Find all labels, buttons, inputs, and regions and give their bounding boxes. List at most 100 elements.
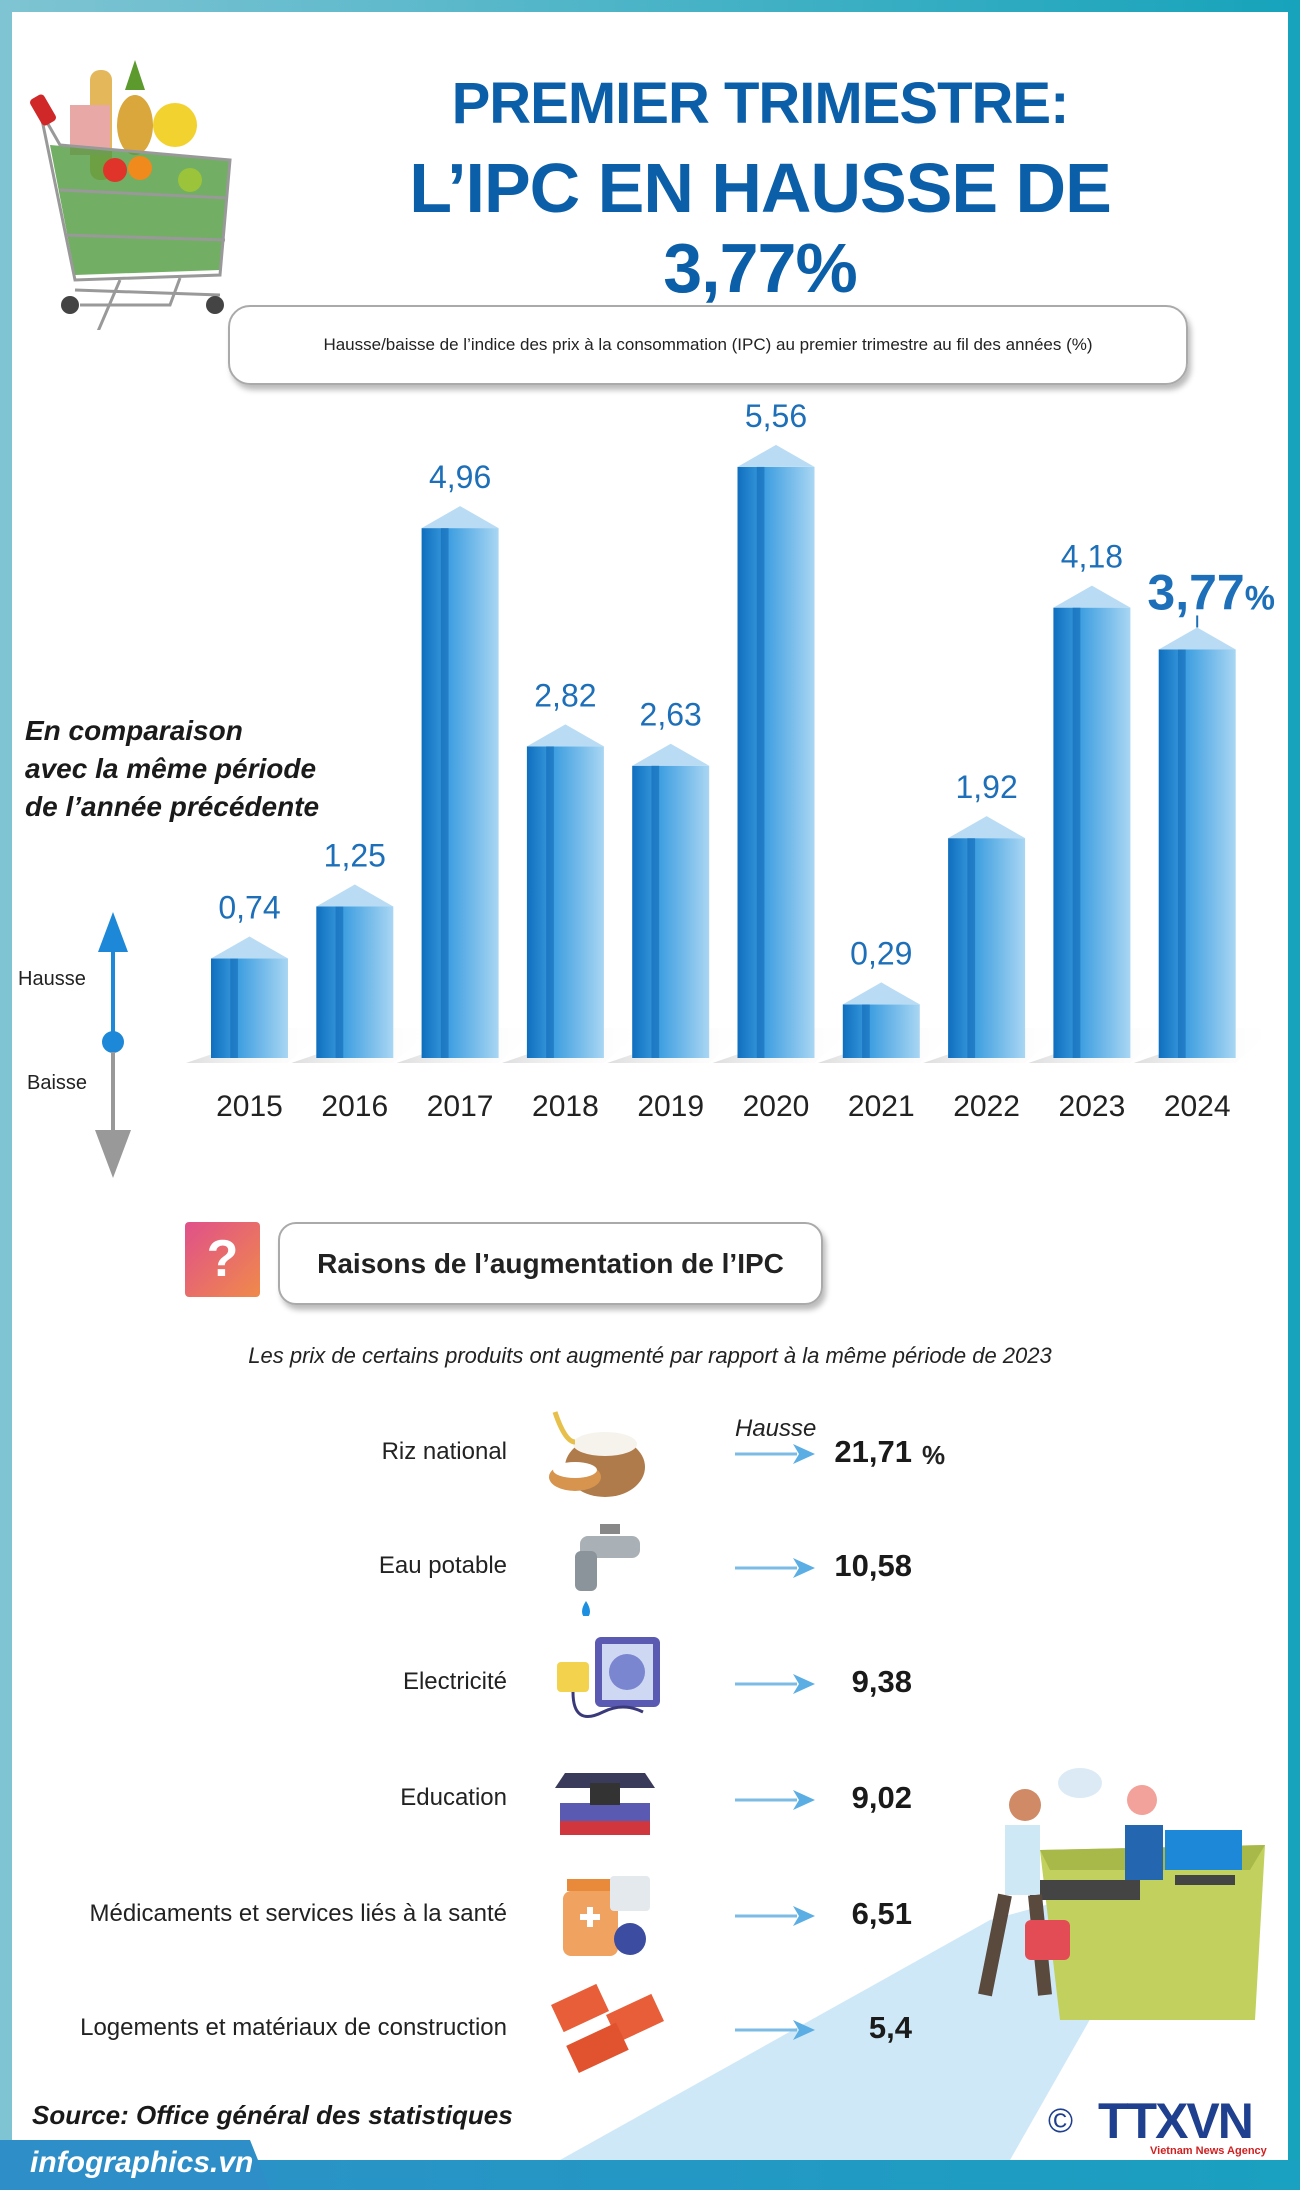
arrow-right-icon: [735, 1444, 815, 1464]
site-link[interactable]: infographics.vn: [0, 2140, 270, 2190]
electric-plug-icon: [557, 1637, 660, 1718]
question-icon: ?: [185, 1222, 260, 1297]
hausse-axis-label: Hausse: [18, 968, 86, 990]
year-tick-label: 2017: [427, 1090, 494, 1123]
bar-top: [737, 444, 815, 467]
reason-value: 6,51: [851, 1896, 912, 1931]
comparison-line-3: de l’année précédente: [25, 791, 320, 822]
bar: [842, 1004, 920, 1058]
comparison-line-1: En comparaison: [25, 715, 243, 746]
reason-label: Riz national: [381, 1438, 507, 1465]
bar-edge: [440, 528, 449, 1058]
reason-value: 5,4: [868, 2010, 912, 2045]
medicine-icon: [563, 1876, 650, 1956]
left-border: [0, 0, 12, 2190]
year-tick-label: 2019: [637, 1090, 704, 1123]
rice-sack-icon: [549, 1411, 645, 1497]
bar: [526, 746, 604, 1058]
bar-value-label: 1,25: [324, 838, 386, 874]
bar-edge: [967, 838, 976, 1058]
bar: [316, 906, 394, 1058]
reason-row: Education 9,02: [0, 1748, 1300, 1848]
reason-label: Logements et matériaux de construction: [80, 2014, 507, 2041]
ttxvn-logo-subtitle: Vietnam News Agency: [1150, 2145, 1267, 2157]
bar-edge: [1072, 607, 1081, 1058]
comparison-note: En comparaison avec la même période de l…: [25, 712, 319, 826]
reason-row: Eau potable 10,58: [0, 1516, 1300, 1616]
year-tick-label: 2024: [1164, 1090, 1231, 1123]
year-tick-label: 2016: [321, 1090, 388, 1123]
arrow-right-icon: [735, 2020, 815, 2040]
bar: [1158, 649, 1236, 1058]
bar-edge: [546, 746, 554, 1058]
bar-edge: [756, 466, 765, 1058]
reason-value: 9,02: [851, 1780, 912, 1815]
water-tap-icon: [575, 1524, 640, 1616]
reason-value: 10,58: [834, 1548, 912, 1583]
bar-value-label: 5,56: [745, 398, 807, 434]
bar-value-label: 0,29: [850, 935, 912, 971]
arrow-right-icon: [735, 1906, 815, 1926]
year-tick-label: 2023: [1059, 1090, 1126, 1123]
arrow-right-icon: [735, 1674, 815, 1694]
right-border: [1288, 0, 1300, 2190]
hausse-baisse-axis: [95, 912, 131, 1178]
reason-row: Riz national 21,71: [0, 1402, 1300, 1502]
reasons-subtitle: Les prix de certains produits ont augmen…: [248, 1343, 1052, 1368]
bar-edge: [1177, 649, 1186, 1058]
percent-suffix: %: [1245, 579, 1275, 617]
bar-value-label: 1,92: [955, 769, 1017, 805]
bar-top: [421, 506, 499, 529]
year-tick-label: 2022: [953, 1090, 1020, 1123]
reasons-heading-box: Raisons de l’augmentation de l’IPC: [278, 1222, 823, 1305]
chart-title-box: Hausse/baisse de l’indice des prix à la …: [228, 305, 1188, 385]
bar-edge: [335, 906, 344, 1058]
source-note: Source: Office général des statistiques: [32, 2100, 513, 2130]
bar-chart: 0,74 2015 1,25 2016 4,96 2017 2,82 2018 2,63 2019…: [95, 398, 1276, 1178]
year-tick-label: 2021: [848, 1090, 915, 1123]
percent-unit: %: [922, 1440, 946, 1470]
bar-top: [1158, 627, 1236, 650]
bar: [737, 466, 815, 1058]
reason-label: Electricité: [402, 1668, 507, 1695]
title-line-1: PREMIER TRIMESTRE:: [451, 71, 1070, 136]
bar-top: [211, 936, 288, 959]
bar-value-label: 2,63: [640, 697, 702, 733]
hausse-column-label: Hausse: [735, 1415, 817, 1442]
reasons-heading: Raisons de l’augmentation de l’IPC: [317, 1247, 784, 1279]
baisse-axis-label: Baisse: [27, 1072, 88, 1094]
bar-top: [632, 743, 710, 766]
bricks-icon: [551, 1983, 664, 2074]
reason-label: Médicaments et services liés à la santé: [89, 1900, 507, 1927]
reason-row: Electricité 9,38: [0, 1632, 1300, 1732]
bar-top: [1053, 585, 1131, 608]
comparison-line-2: avec la même période: [25, 753, 317, 784]
graduation-books-icon: [555, 1773, 655, 1835]
bar-value-label: 4,18: [1061, 539, 1123, 575]
bar-edge: [651, 765, 660, 1058]
reason-row: Logements et matériaux de construction 5…: [0, 1978, 1300, 2078]
bar: [948, 838, 1026, 1058]
bar-top: [316, 884, 394, 907]
bar: [211, 958, 288, 1058]
bar-top: [948, 816, 1026, 839]
bar-value-label: 2,82: [534, 677, 596, 713]
shopping-cart-icon: [30, 60, 232, 330]
bar-top: [842, 982, 920, 1005]
bar-edge: [862, 1004, 870, 1058]
ttxvn-logo: TTXVN: [1098, 2093, 1254, 2149]
bar-value-label: 0,74: [218, 890, 280, 926]
bar: [1053, 607, 1131, 1058]
bar-value-label: 4,96: [429, 459, 491, 495]
bar: [421, 528, 499, 1058]
copyright-symbol: ©: [1048, 2102, 1074, 2140]
reason-value: 9,38: [851, 1664, 912, 1699]
year-tick-label: 2018: [532, 1090, 599, 1123]
chart-title: Hausse/baisse de l’indice des prix à la …: [323, 335, 1093, 354]
title-line-2: L’IPC EN HAUSSE DE 3,77%: [409, 149, 1112, 307]
reason-label: Education: [400, 1784, 507, 1811]
bar-edge: [230, 958, 238, 1058]
arrow-right-icon: [735, 1790, 815, 1810]
bar-top: [526, 724, 604, 747]
